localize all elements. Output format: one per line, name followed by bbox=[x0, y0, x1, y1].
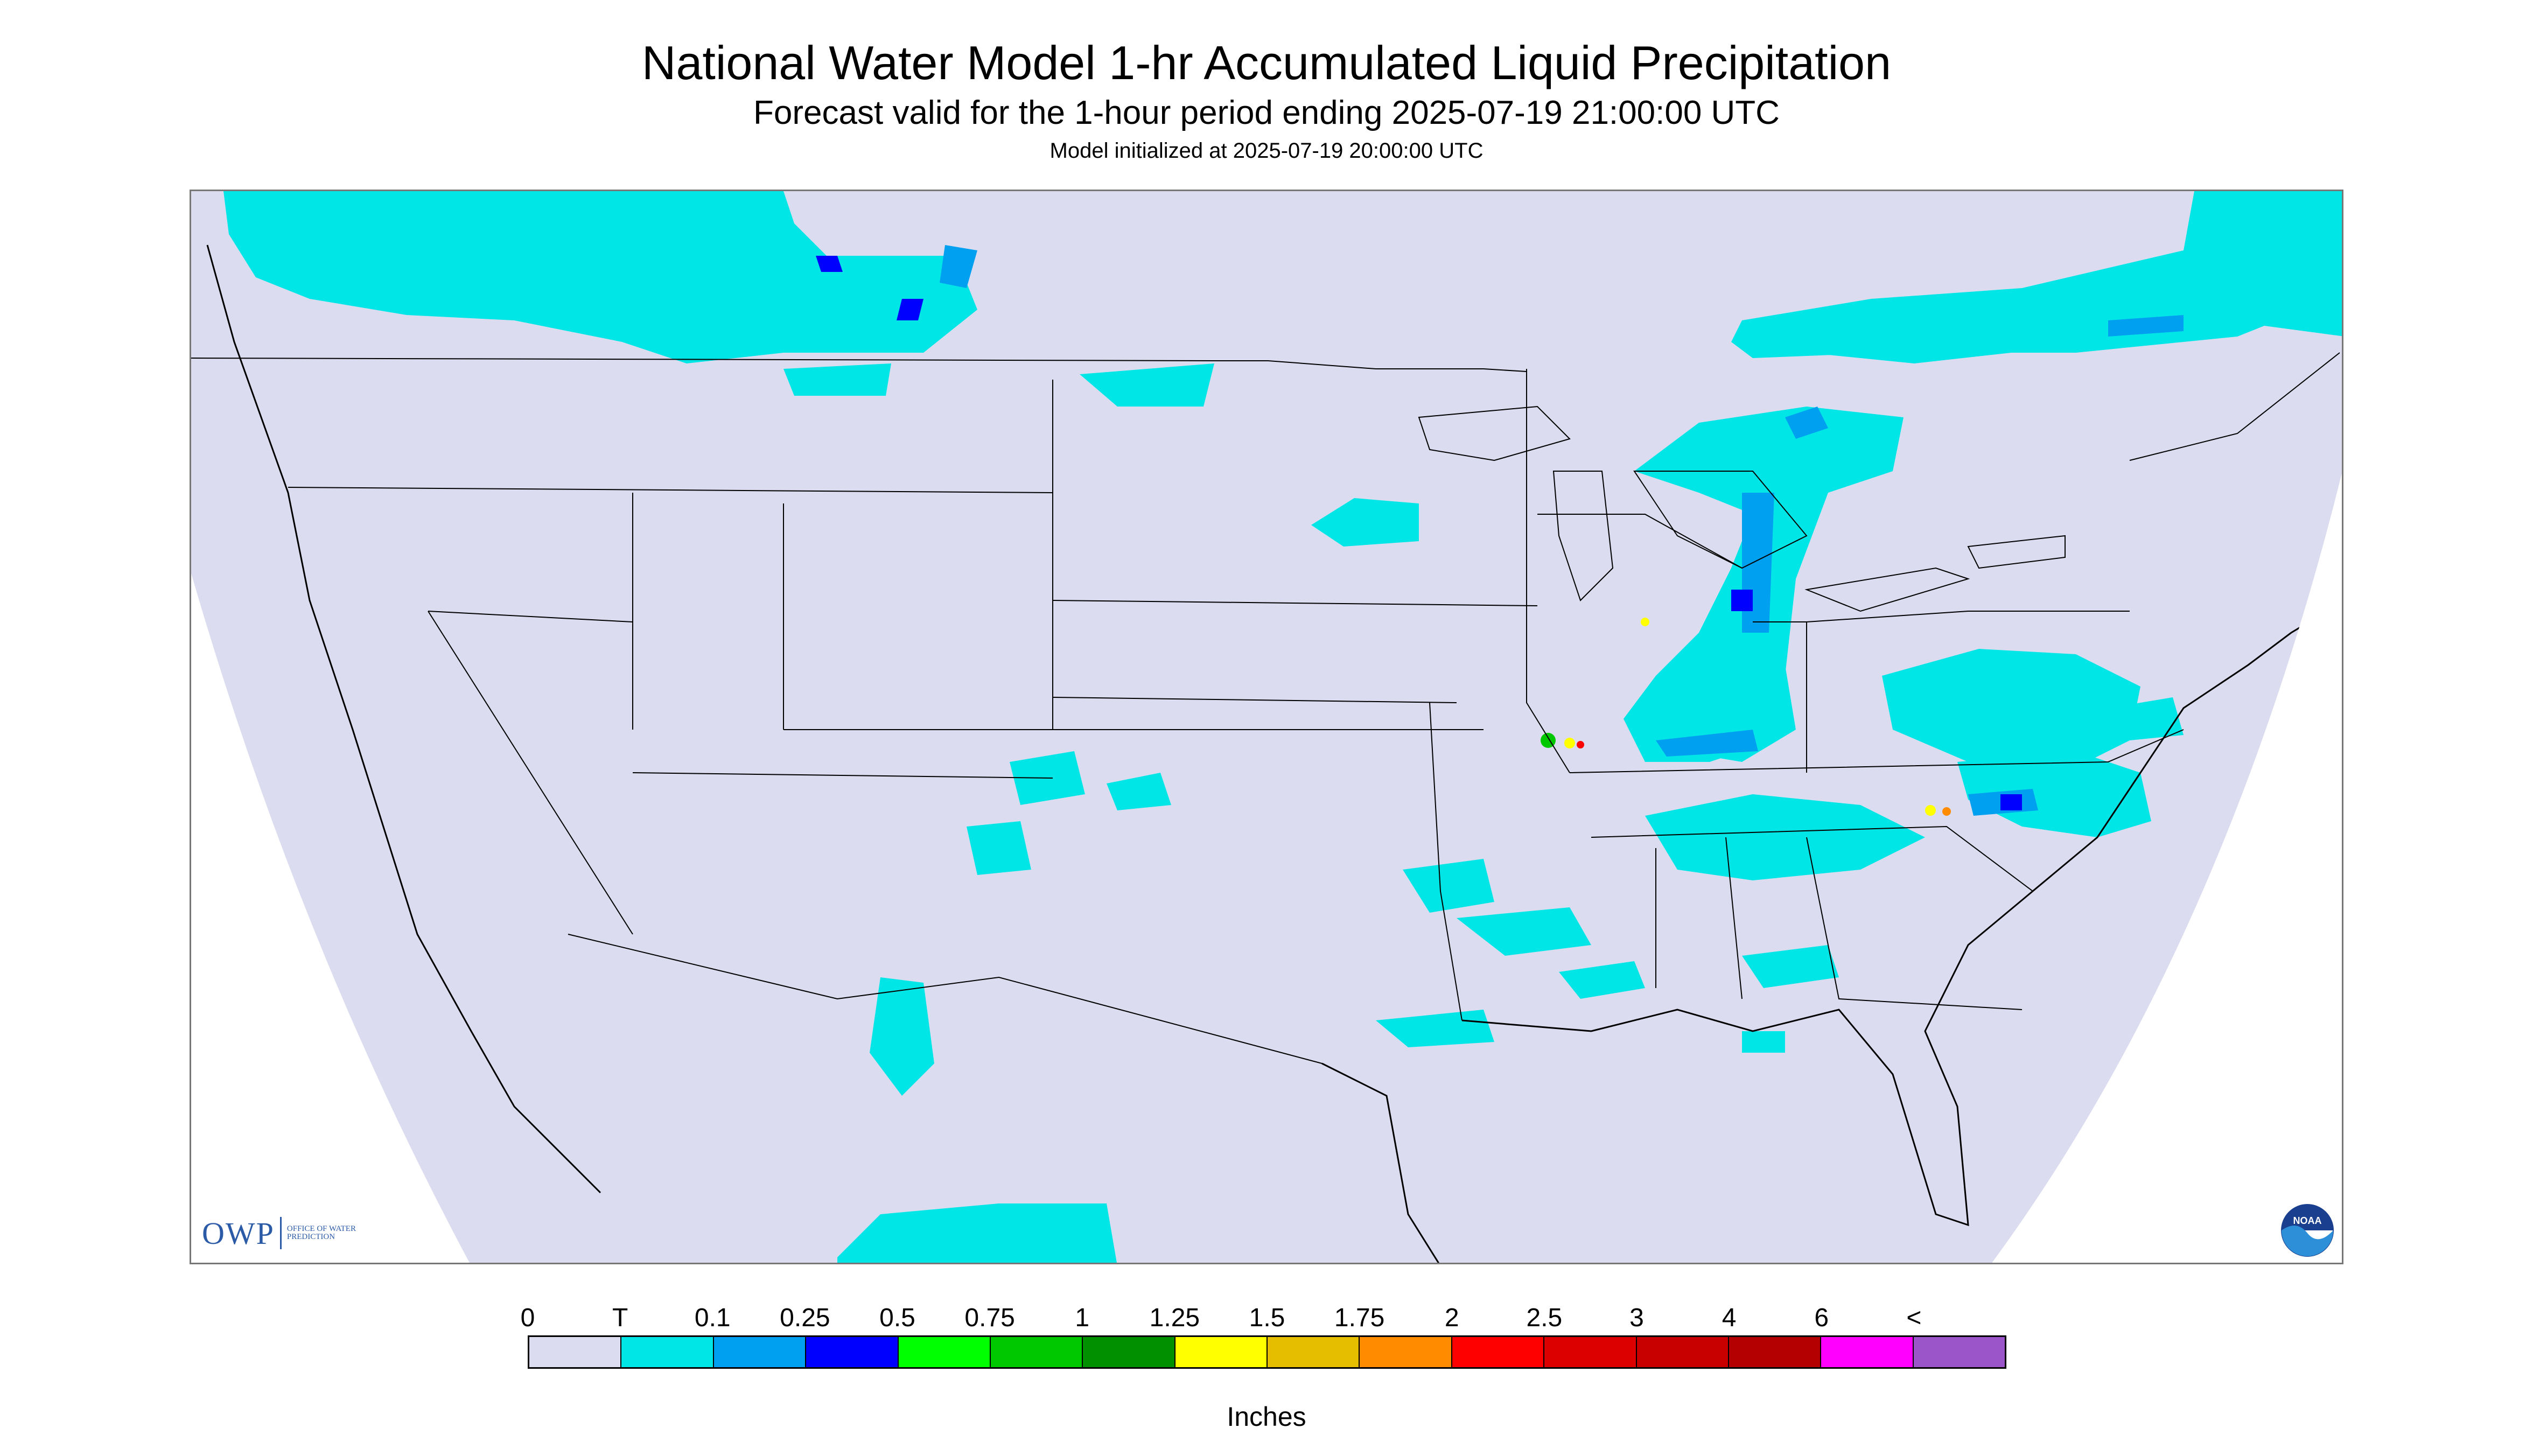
legend-swatch bbox=[1729, 1337, 1822, 1367]
legend-tick-label: 1.25 bbox=[1149, 1304, 1200, 1332]
legend-unit-label: Inches bbox=[1227, 1402, 1306, 1432]
legend-tick-label: 2.5 bbox=[1526, 1304, 1563, 1332]
legend-tick-label: 4 bbox=[1722, 1304, 1737, 1332]
legend-tick-label: < bbox=[1906, 1304, 1922, 1332]
map-title: National Water Model 1-hr Accumulated Li… bbox=[641, 36, 1892, 89]
legend-swatch bbox=[1175, 1337, 1268, 1367]
legend-tick-label: 0.25 bbox=[780, 1304, 830, 1332]
precip-legend: 0 T 0.1 0.25 0.5 0.75 1 1.25 1.5 1.75 2 2.5 3 4 6 < bbox=[521, 1303, 2006, 1369]
legend-swatch bbox=[1360, 1337, 1452, 1367]
coastline bbox=[206, 244, 2342, 1263]
legend-tick-label: 0.5 bbox=[879, 1304, 915, 1332]
noaa-logo-icon: NOAA bbox=[2281, 1204, 2334, 1257]
legend-tick-label: 0 bbox=[520, 1304, 535, 1332]
legend-swatch bbox=[898, 1337, 991, 1367]
precip-moderate-areas bbox=[816, 256, 2022, 810]
legend-swatch bbox=[1913, 1337, 2005, 1367]
legend-swatch bbox=[1544, 1337, 1637, 1367]
legend-tick-label: 1.75 bbox=[1334, 1304, 1385, 1332]
legend-swatch bbox=[990, 1337, 1083, 1367]
precip-trace-areas bbox=[223, 191, 2342, 1263]
legend-swatch bbox=[1083, 1337, 1175, 1367]
legend-swatch bbox=[529, 1337, 622, 1367]
legend-swatch bbox=[1268, 1337, 1360, 1367]
legend-color-bar bbox=[528, 1335, 2006, 1369]
legend-swatch bbox=[621, 1337, 714, 1367]
state-boundaries bbox=[191, 352, 2340, 1064]
outside-domain-left bbox=[191, 573, 470, 1263]
legend-swatch bbox=[1636, 1337, 1729, 1367]
owp-logo-divider bbox=[279, 1217, 282, 1249]
legend-swatch bbox=[806, 1337, 899, 1367]
noaa-logo-text: NOAA bbox=[2293, 1215, 2322, 1226]
legend-tick-label: 0.1 bbox=[694, 1304, 731, 1332]
legend-swatch bbox=[713, 1337, 807, 1367]
legend-tick-labels: 0 T 0.1 0.25 0.5 0.75 1 1.25 1.5 1.75 2 2.5 3 4 6 < bbox=[521, 1303, 2006, 1335]
legend-tick-label: 2 bbox=[1444, 1304, 1459, 1332]
legend-tick-label: 6 bbox=[1814, 1304, 1829, 1332]
legend-tick-label: 1.5 bbox=[1249, 1304, 1285, 1332]
map-canvas bbox=[191, 191, 2342, 1263]
owp-logo-mark: OWP bbox=[202, 1215, 275, 1251]
owp-logo-text: OFFICE OF WATER PREDICTION bbox=[286, 1224, 356, 1241]
legend-tick-label: 0.75 bbox=[964, 1304, 1015, 1332]
legend-tick-label: T bbox=[612, 1304, 628, 1332]
precipitation-map: OWP OFFICE OF WATER PREDICTION NOAA bbox=[190, 190, 2343, 1264]
legend-tick-label: 3 bbox=[1629, 1304, 1644, 1332]
owp-logo: OWP OFFICE OF WATER PREDICTION bbox=[202, 1214, 362, 1252]
model-init-line: Model initialized at 2025-07-19 20:00:00… bbox=[1049, 139, 1484, 163]
outside-domain-right bbox=[1992, 473, 2342, 1263]
legend-tick-label: 1 bbox=[1075, 1304, 1090, 1332]
legend-swatch bbox=[1821, 1337, 1914, 1367]
great-lakes bbox=[1418, 405, 2066, 612]
legend-swatch bbox=[1452, 1337, 1545, 1367]
map-subtitle: Forecast valid for the 1-hour period end… bbox=[753, 94, 1780, 131]
